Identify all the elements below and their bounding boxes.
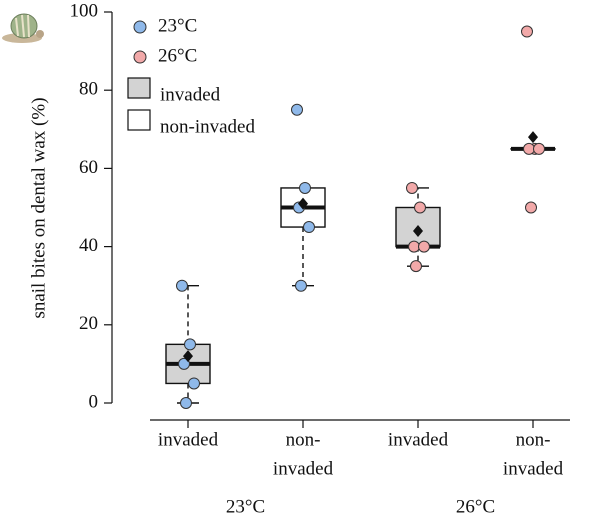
point [184, 338, 196, 351]
x-tick-label: invaded [503, 458, 564, 479]
point [303, 221, 315, 234]
point [521, 25, 533, 38]
mean [183, 350, 193, 363]
x-tick-label: invaded [388, 429, 449, 450]
mean [413, 224, 423, 237]
y-axis-label: snail bites on dental wax (%) [28, 97, 49, 318]
legend-label: 23°C [158, 15, 197, 36]
legend-label: non-invaded [160, 116, 255, 137]
legend-marker [133, 50, 147, 64]
y-tick-label: 100 [70, 0, 99, 21]
legend-swatch [127, 109, 151, 131]
legend-swatch [127, 77, 151, 99]
x-tick-label: invaded [273, 458, 334, 479]
point [291, 103, 303, 116]
point [178, 357, 190, 370]
point [410, 260, 422, 273]
point [414, 201, 426, 214]
point [533, 142, 545, 155]
group-label: 23°C [226, 496, 265, 517]
point [295, 279, 307, 292]
mean [298, 197, 308, 210]
point [188, 377, 200, 390]
y-tick-label: 40 [79, 235, 98, 256]
point [176, 279, 188, 292]
y-tick-label: 60 [79, 157, 98, 178]
x-tick-label: non- [286, 429, 321, 450]
point [408, 240, 420, 253]
y-tick-label: 80 [79, 79, 98, 100]
y-tick-label: 20 [79, 313, 98, 334]
y-tick-label: 0 [89, 391, 99, 412]
point [523, 142, 535, 155]
x-tick-label: invaded [158, 429, 219, 450]
mean [528, 131, 538, 144]
point [299, 181, 311, 194]
point [406, 181, 418, 194]
point [525, 201, 537, 214]
legend-label: invaded [160, 84, 221, 105]
legend-marker [133, 20, 147, 34]
legend-label: 26°C [158, 45, 197, 66]
x-tick-label: non- [516, 429, 551, 450]
snail-icon [2, 13, 44, 43]
point [418, 240, 430, 253]
group-label: 26°C [456, 496, 495, 517]
point [180, 397, 192, 409]
